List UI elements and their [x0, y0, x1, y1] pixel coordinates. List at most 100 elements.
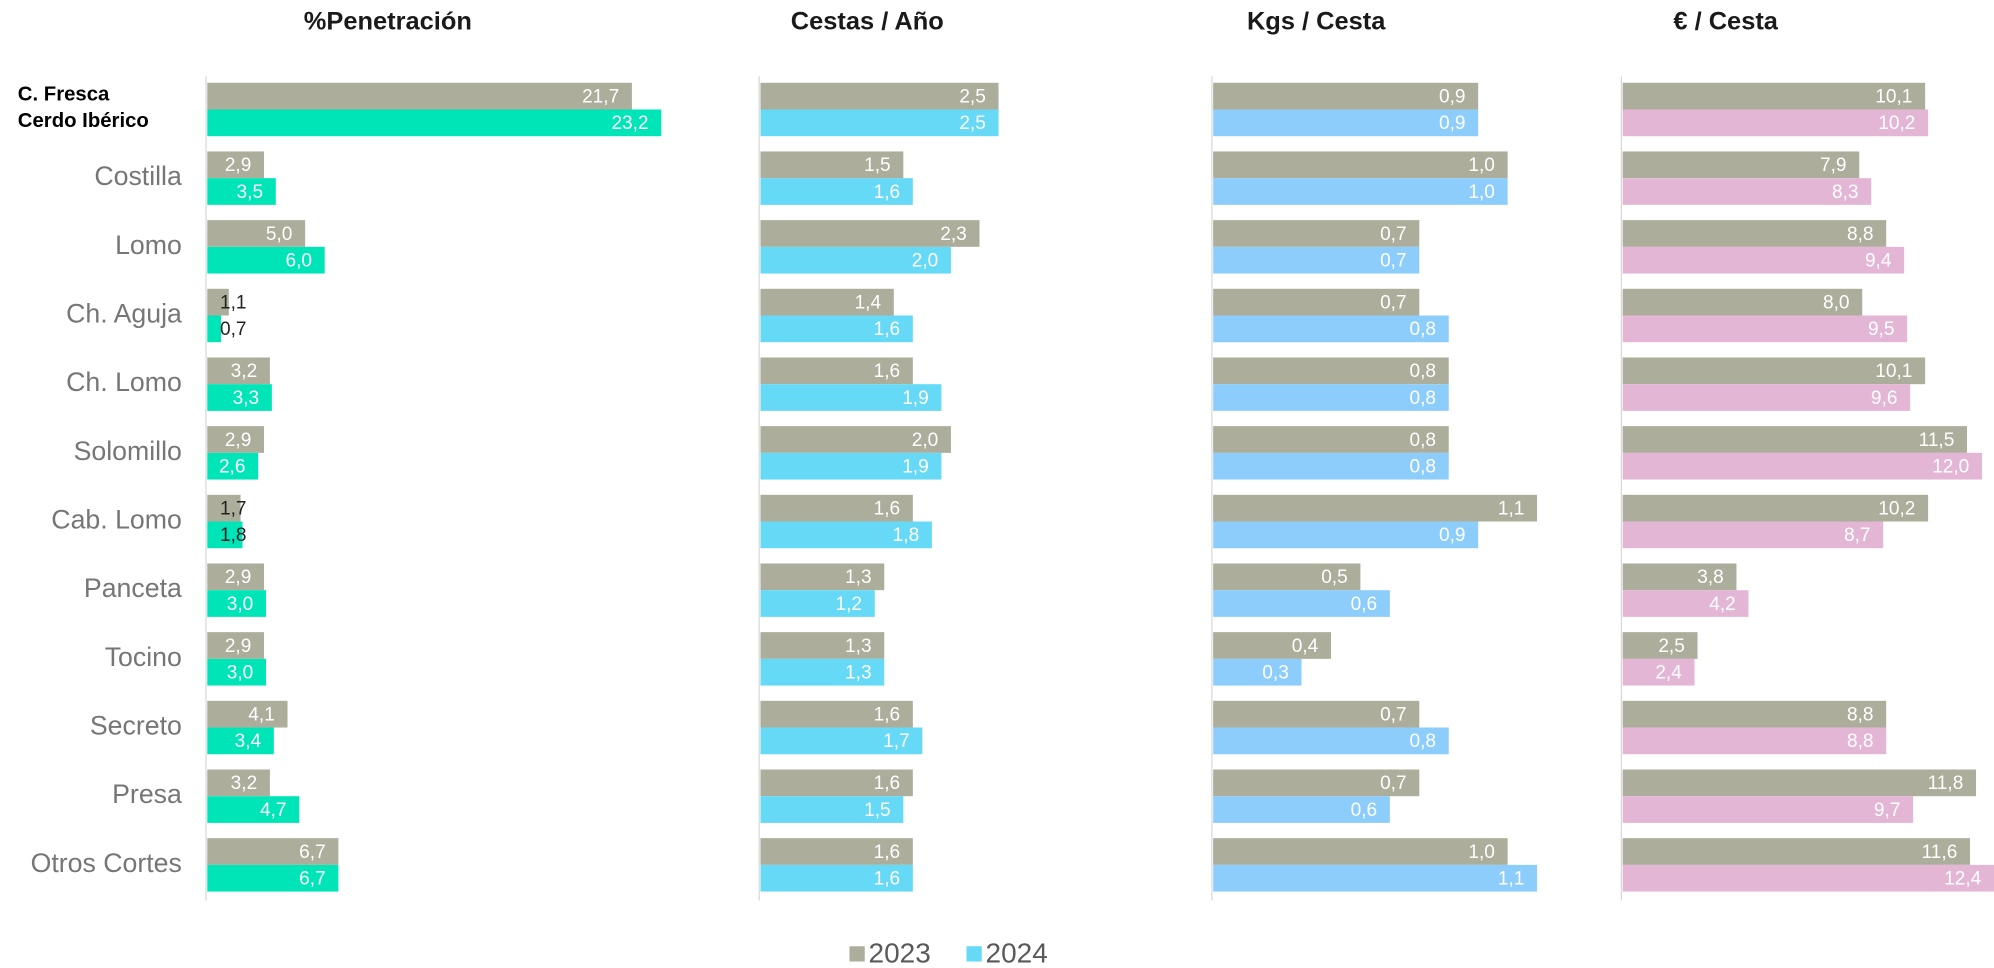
- bar: [760, 288, 894, 316]
- bar: [207, 178, 276, 205]
- bar: [760, 727, 923, 755]
- value-label: 1,4: [855, 292, 882, 313]
- bar: [207, 769, 270, 797]
- value-label: 4,2: [1709, 594, 1736, 615]
- value-label: 9,6: [1871, 388, 1898, 409]
- value-label: 12,4: [1944, 869, 1981, 890]
- bar: [760, 220, 980, 247]
- value-label: 3,5: [237, 182, 264, 203]
- value-label: 0,9: [1439, 113, 1466, 134]
- value-label: 0,7: [220, 319, 247, 340]
- bar: [207, 838, 339, 865]
- bar: [207, 590, 266, 617]
- value-label: 0,9: [1439, 525, 1466, 546]
- bar: [760, 769, 913, 797]
- value-label: 1,1: [220, 292, 247, 313]
- value-label: 1,3: [845, 567, 871, 588]
- bar: [760, 796, 904, 823]
- bar: [1622, 357, 1926, 385]
- bar: [760, 384, 942, 411]
- bar: [207, 288, 229, 316]
- bar: [207, 384, 272, 411]
- value-label: 3,4: [235, 731, 262, 752]
- bar: [1213, 494, 1538, 522]
- bar: [207, 521, 243, 549]
- bar: [1213, 109, 1479, 137]
- value-label: 1,6: [874, 842, 900, 863]
- bar: [1622, 590, 1749, 617]
- value-label: 2,3: [940, 224, 967, 245]
- value-label: 8,8: [1847, 704, 1874, 725]
- value-label: 3,2: [231, 773, 258, 794]
- bar: [1622, 151, 1860, 179]
- bar: [1622, 426, 1968, 453]
- value-label: 2,0: [912, 430, 939, 451]
- legend-swatch: [849, 946, 865, 962]
- value-label: 2,9: [225, 567, 252, 588]
- value-label: 1,6: [874, 319, 900, 340]
- category-label: Ch. Lomo: [66, 367, 182, 397]
- value-label: 2,9: [225, 636, 252, 657]
- value-label: 0,7: [1380, 704, 1407, 725]
- value-label: 10,2: [1878, 113, 1915, 134]
- value-label: 8,7: [1844, 525, 1870, 546]
- value-label: 1,3: [845, 636, 871, 657]
- value-label: 0,8: [1410, 430, 1437, 451]
- bar: [1622, 521, 1884, 549]
- value-label: 2,6: [219, 456, 246, 477]
- value-label: 1,0: [1468, 182, 1495, 203]
- legend-label: 2024: [986, 938, 1048, 968]
- bar: [1622, 288, 1863, 316]
- category-label: Presa: [112, 779, 182, 809]
- bar: [760, 494, 913, 522]
- bar: [760, 109, 999, 137]
- value-label: 2,5: [959, 86, 986, 107]
- bar: [1622, 864, 1994, 892]
- value-label: 1,6: [874, 182, 900, 203]
- bar: [1213, 82, 1479, 110]
- bar: [207, 220, 306, 247]
- bar: [1622, 838, 1971, 865]
- category-label: Panceta: [84, 573, 182, 603]
- bar: [1622, 246, 1905, 274]
- bar: [1213, 178, 1508, 205]
- bar: [1622, 658, 1695, 686]
- value-label: 0,3: [1262, 663, 1288, 684]
- bar: [1213, 632, 1331, 659]
- bar: [1622, 727, 1887, 755]
- value-label: 2,9: [225, 155, 252, 176]
- value-label: 5,0: [266, 224, 293, 245]
- value-label: 1,0: [1468, 842, 1495, 863]
- value-label: 8,3: [1832, 182, 1859, 203]
- value-label: 1,1: [1498, 498, 1525, 519]
- value-label: 1,2: [836, 594, 863, 615]
- value-label: 1,9: [902, 388, 929, 409]
- bar: [1622, 315, 1908, 343]
- bar: [760, 700, 913, 728]
- value-label: 0,7: [1380, 224, 1407, 245]
- bar: [1622, 494, 1929, 522]
- bar: [1213, 727, 1449, 755]
- value-label: 2,9: [225, 430, 252, 451]
- value-label: 1,6: [874, 704, 900, 725]
- value-label: 1,6: [874, 869, 900, 890]
- bar: [760, 521, 932, 549]
- value-label: 1,8: [893, 525, 920, 546]
- value-label: 0,9: [1439, 86, 1466, 107]
- bar: [1213, 563, 1361, 591]
- value-label: 1,1: [1498, 869, 1525, 890]
- bar: [1213, 838, 1508, 865]
- value-label: 3,0: [227, 594, 254, 615]
- value-label: 21,7: [582, 86, 619, 107]
- panel-title: Kgs / Cesta: [1247, 8, 1386, 36]
- value-label: 1,8: [220, 525, 247, 546]
- bar: [1213, 700, 1420, 728]
- bar: [207, 658, 266, 686]
- value-label: 0,8: [1410, 388, 1437, 409]
- value-label: 0,7: [1380, 773, 1407, 794]
- bar: [1622, 109, 1929, 137]
- bar: [1213, 521, 1479, 549]
- value-label: 1,6: [874, 498, 900, 519]
- bar: [760, 426, 951, 453]
- value-label: 1,6: [874, 361, 900, 382]
